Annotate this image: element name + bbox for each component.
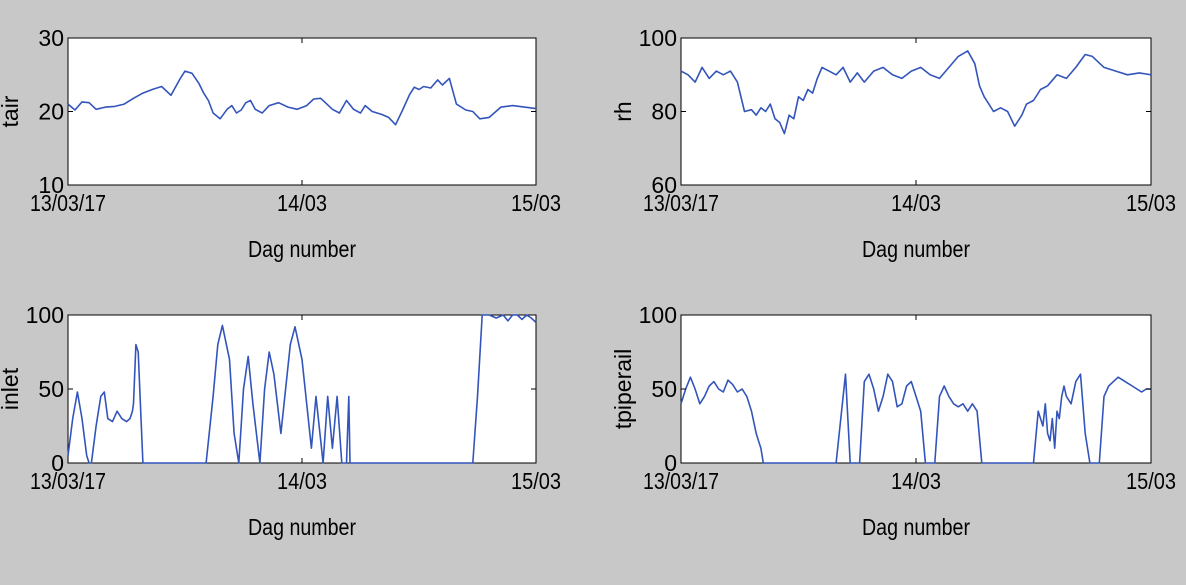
y-axis-label: inlet [0, 367, 23, 410]
x-tick-label: 15/03 [1126, 468, 1176, 494]
series-line-tair [67, 70, 537, 126]
y-tick-label: 100 [26, 302, 64, 328]
series-line-tpiperail [680, 373, 1151, 464]
series-line-rh [680, 50, 1152, 135]
x-tick-label: 15/03 [511, 468, 561, 494]
chart-rh: 13/03/17 14/03 15/03 60 80 100 Dag number rh [610, 25, 1176, 262]
y-tick-label: 100 [639, 25, 677, 51]
plot-area [67, 314, 537, 464]
x-tick-label: 15/03 [1126, 190, 1176, 216]
y-axis-label: rh [610, 101, 636, 121]
y-tick-label: 80 [651, 99, 677, 125]
y-tick-label: 50 [651, 376, 677, 402]
x-tick-label: 13/03/17 [643, 190, 719, 216]
y-tick-label: 0 [664, 450, 677, 476]
y-tick-label: 0 [51, 450, 64, 476]
x-axis-label: Dag number [248, 236, 356, 262]
y-axis-label: tair [0, 95, 23, 127]
y-tick-label: 30 [38, 25, 64, 51]
y-tick-label: 60 [651, 172, 677, 198]
x-tick-label: 13/03/17 [30, 190, 106, 216]
x-axis-label: Dag number [862, 236, 970, 262]
x-tick-label: 13/03/17 [30, 468, 106, 494]
x-tick-label: 14/03 [891, 468, 941, 494]
plot-area [67, 37, 537, 186]
y-tick-label: 50 [38, 376, 64, 402]
x-tick-label: 14/03 [891, 190, 941, 216]
x-axis-label: Dag number [862, 514, 970, 540]
x-axis-label: Dag number [248, 514, 356, 540]
chart-inlet: 13/03/17 14/03 15/03 0 50 100 Dag number inlet [0, 302, 561, 540]
y-tick-label: 10 [38, 172, 64, 198]
x-tick-label: 15/03 [511, 190, 561, 216]
x-tick-label: 13/03/17 [643, 468, 719, 494]
chart-tpiperail: 13/03/17 14/03 15/03 0 50 100 Dag number tpiper… [610, 302, 1176, 540]
y-tick-label: 100 [639, 302, 677, 328]
x-tick-label: 14/03 [277, 190, 327, 216]
chart-tair: 13/03/17 14/03 15/03 10 20 30 Dag number tair [0, 25, 561, 262]
plot-area [680, 314, 1152, 464]
y-tick-label: 20 [38, 99, 64, 125]
series-line-inlet [67, 314, 537, 464]
x-tick-label: 14/03 [277, 468, 327, 494]
y-axis-label: tpiperail [610, 349, 636, 430]
